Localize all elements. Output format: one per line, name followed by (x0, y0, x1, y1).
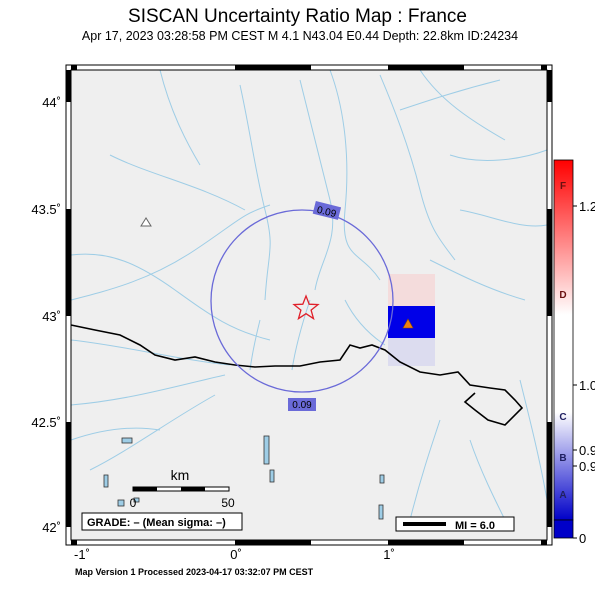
lat-tick: 42.5˚ (31, 415, 61, 430)
svg-text:MI = 6.0: MI = 6.0 (455, 520, 495, 532)
lat-tick: 44˚ (42, 95, 61, 110)
contour-label-top: 0.09 (312, 201, 342, 220)
uncertainty-cell-mid (388, 338, 435, 366)
grade-letter: A (559, 490, 566, 501)
lon-tick: 1˚ (383, 547, 395, 562)
colorbar-label: 0 (579, 531, 586, 546)
scale-bar: km 0 50 (130, 467, 235, 510)
scale-start: 0 (130, 496, 137, 510)
lat-axis: 44˚ 43.5˚ 43˚ 42.5˚ 42˚ (31, 95, 61, 535)
svg-text:GRADE: – (Mean sigma: –): GRADE: – (Mean sigma: –) (87, 517, 226, 529)
colorbar: F D C B A 1.2 1.0 0.9 0.9 0 (553, 159, 595, 546)
rivers (70, 69, 548, 531)
scale-unit: km (171, 467, 190, 483)
colorbar-label: 1.2 (579, 199, 595, 214)
mi-legend: MI = 6.0 (395, 516, 515, 532)
contour-label-bottom: 0.09 (288, 398, 316, 411)
grade-letter: D (559, 290, 566, 301)
lat-tick: 42˚ (42, 520, 61, 535)
map-frame (65, 64, 553, 546)
uncertainty-cell-high (388, 274, 435, 306)
grade-box: GRADE: – (Mean sigma: –) (81, 512, 243, 531)
country-border (70, 324, 524, 426)
map-title: SISCAN Uncertainty Ratio Map : France (128, 6, 467, 27)
lakes (103, 435, 385, 520)
grade-letter: C (559, 412, 566, 423)
colorbar-label: 0.9 (579, 443, 595, 458)
grade-letter: F (560, 181, 566, 192)
lon-tick: 0˚ (230, 547, 242, 562)
uncertainty-cell-low (388, 306, 435, 338)
lon-axis: -1˚ 0˚ 1˚ (74, 547, 395, 562)
lat-tick: 43˚ (42, 309, 61, 324)
station-triangle-icon (140, 217, 152, 227)
map-land (71, 70, 547, 540)
lat-tick: 43.5˚ (31, 202, 61, 217)
colorbar-label: 1.0 (579, 378, 595, 393)
uncertainty-contour (210, 209, 394, 393)
svg-text:0.09: 0.09 (316, 205, 338, 220)
scale-end: 50 (221, 496, 235, 510)
station-triangle-icon (402, 318, 414, 329)
svg-text:0.09: 0.09 (292, 400, 312, 411)
grade-letter: B (559, 453, 566, 464)
map-subtitle: Apr 17, 2023 03:28:58 PM CEST M 4.1 N43.… (81, 29, 519, 43)
colorbar-label: 0.9 (579, 459, 595, 474)
lon-tick: -1˚ (74, 547, 90, 562)
epicenter-star-icon (292, 294, 320, 321)
map-footer: Map Version 1 Processed 2023-04-17 03:32… (75, 567, 314, 577)
